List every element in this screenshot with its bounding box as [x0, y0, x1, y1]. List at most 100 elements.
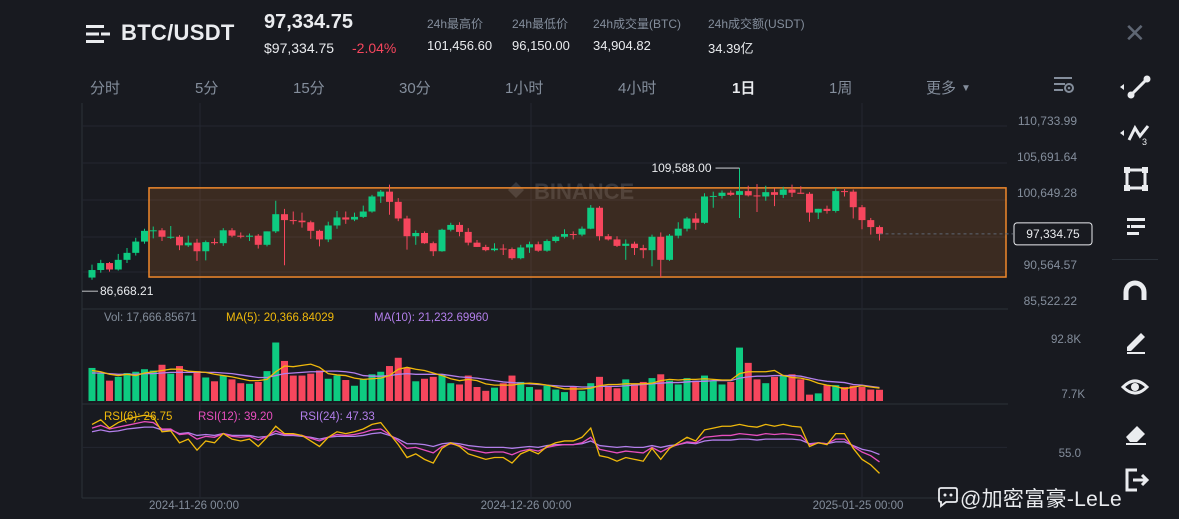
candle-body [657, 236, 665, 260]
close-icon[interactable]: ✕ [1124, 18, 1146, 48]
rectangle-drawing [148, 187, 1007, 278]
tab-5m[interactable]: 5分 [195, 80, 219, 97]
tool-magnet[interactable] [1117, 278, 1153, 308]
candle-body [386, 191, 393, 202]
trading-pair-title[interactable]: BTC/USDT [121, 20, 235, 45]
candle-body [744, 191, 752, 196]
candle-body [841, 191, 848, 193]
social-watermark: @加密富豪-LeLe [960, 488, 1123, 511]
text-lines-icon [1127, 218, 1145, 235]
candle-body [351, 216, 358, 220]
candle-body [228, 230, 236, 236]
candle-body [814, 208, 822, 213]
volume-bar [849, 385, 857, 401]
candle-body [508, 249, 516, 259]
candle-body [149, 230, 157, 232]
candle-body [858, 207, 866, 221]
volume-bar [482, 390, 490, 401]
candle-body [639, 248, 647, 251]
binance-watermark-text: BINANCE [534, 179, 634, 204]
tool-rectangle[interactable] [1117, 165, 1153, 195]
candle-body [674, 228, 682, 236]
volume-bar [814, 393, 822, 401]
candle-body [771, 192, 778, 195]
candle-body [727, 192, 735, 195]
candle-body [622, 243, 630, 246]
candle-body [342, 217, 350, 220]
candle-body [307, 222, 315, 231]
volume-bar [683, 378, 691, 401]
volume-bar [727, 381, 735, 401]
volume-bar [508, 375, 516, 401]
candle-body [631, 243, 638, 249]
tab-1h[interactable]: 1小时 [505, 80, 544, 97]
candle-body [316, 230, 323, 240]
candle-body [578, 228, 586, 235]
time-axis-label: 2025-01-25 00:00 [813, 500, 904, 512]
chart-settings-icon[interactable] [1054, 76, 1074, 94]
tab-1w[interactable]: 1周 [829, 80, 853, 97]
volume-bar [219, 375, 227, 401]
candle-body [552, 236, 560, 242]
rsi12-readout: RSI(12): 39.20 [198, 411, 273, 423]
candle-body [534, 244, 542, 251]
volume-bar [552, 389, 560, 401]
candle-body [281, 214, 288, 221]
volume-bar [307, 373, 315, 401]
volume-bar [158, 364, 166, 401]
volume-bar [543, 385, 551, 401]
tab-more-label: 更多 [926, 80, 957, 97]
candle-body [368, 196, 376, 212]
tab-15m[interactable]: 15分 [293, 80, 325, 97]
candle-body [718, 192, 726, 196]
candle-body [123, 252, 131, 260]
tool-text-lines[interactable] [1117, 212, 1153, 242]
candle-body [491, 248, 498, 251]
candle-body [176, 236, 183, 246]
magnet-icon [1123, 280, 1147, 304]
volume-bar [202, 377, 210, 401]
volume-bar [141, 369, 148, 401]
rsi-axis-label: 55.0 [1059, 448, 1081, 460]
candle-body [596, 207, 603, 237]
svg-text:3: 3 [1142, 137, 1147, 147]
volume-bar [176, 366, 183, 401]
candle-body [683, 218, 691, 229]
candle-body [569, 234, 577, 236]
volume-bar [841, 387, 848, 401]
volume-bar [211, 381, 218, 401]
volume-bar [631, 384, 638, 401]
tool-export[interactable] [1117, 464, 1153, 494]
volume-bar [473, 387, 481, 401]
stat-value-24h-high: 101,456.60 [427, 38, 493, 53]
tab-time-share[interactable]: 分时 [90, 80, 121, 97]
tool-eraser[interactable] [1117, 418, 1153, 448]
tool-pencil[interactable] [1117, 326, 1153, 356]
candle-body [324, 225, 332, 240]
trendline-icon [1120, 75, 1151, 99]
volume-bar [298, 375, 306, 401]
volume-bar [456, 384, 463, 401]
tab-4h[interactable]: 4小时 [618, 80, 657, 97]
candle-body [237, 235, 245, 237]
tab-30m[interactable]: 30分 [399, 80, 431, 97]
candle-body [141, 230, 148, 242]
candle-body [184, 242, 192, 246]
volume-bar [578, 390, 586, 401]
tab-more[interactable]: 更多 ▼ [926, 77, 971, 98]
candle-body [543, 241, 551, 251]
tool-visibility[interactable] [1117, 372, 1153, 402]
volume-bar [718, 384, 726, 401]
tab-1d[interactable]: 1日 [732, 80, 756, 97]
volume-axis-label: 92.8K [1051, 334, 1081, 346]
candle-body [762, 192, 770, 197]
volume-axis-label: 7.7K [1061, 389, 1085, 401]
menu-lines-icon[interactable] [86, 24, 110, 44]
tool-trendline[interactable] [1117, 72, 1153, 102]
export-icon [1125, 468, 1150, 492]
tool-zigzag[interactable]: 3 [1117, 118, 1153, 148]
volume-bar [184, 375, 192, 401]
volume-bar [412, 381, 420, 401]
volume-bar [613, 388, 621, 401]
